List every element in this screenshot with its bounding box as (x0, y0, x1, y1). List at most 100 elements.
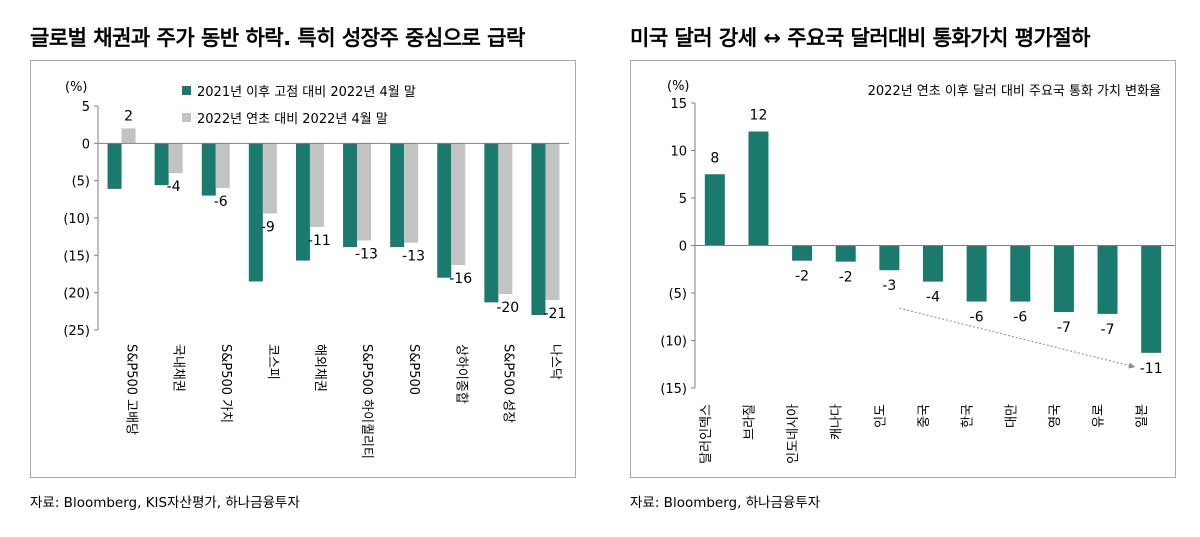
bar (792, 245, 813, 261)
bar-series1 (248, 143, 263, 282)
y-tick-label: 15 (670, 97, 687, 112)
left-panel-title: 글로벌 채권과 주가 동반 하락. 특히 성장주 중심으로 급락 (30, 26, 525, 50)
bar-series2 (545, 143, 560, 301)
bar-series1 (201, 143, 216, 196)
y-tick-label: 0 (82, 137, 90, 152)
y-tick-label: 10 (670, 145, 687, 160)
left-chart-frame: (%) 5 0 (5) (10) (15) (20) (25) 2 S&P500 고배당 -4 국내채… (30, 60, 576, 478)
category-label: 상하이종합 (453, 344, 468, 404)
currency-change-chart: (%) 2022년 연초 이후 달러 대비 주요국 통화 가치 변화율 15 10 5 0… (660, 79, 1175, 464)
bar-series1 (390, 143, 405, 248)
y-unit-label: (%) (667, 79, 690, 94)
category-label: S&P500 가치 (218, 344, 233, 423)
data-label: -7 (1101, 322, 1115, 338)
bar (1097, 245, 1118, 314)
y-tick-label: (15) (660, 382, 687, 397)
data-label: 2 (124, 108, 133, 124)
bar-series2 (215, 143, 230, 189)
data-label: -6 (214, 194, 228, 210)
y-tick-label: (5) (669, 287, 687, 302)
data-label: -3 (882, 278, 896, 294)
category-label: 해외채권 (312, 344, 327, 392)
legend-label-series2: 2022년 연초 대비 2022년 4월 말 (197, 112, 388, 127)
bar-series2 (262, 143, 277, 214)
data-label: -4 (167, 179, 181, 195)
bar-series1 (295, 143, 310, 261)
category-label: 캐나다 (830, 404, 845, 440)
bar-series2 (168, 143, 183, 174)
left-panel: 글로벌 채권과 주가 동반 하락. 특히 성장주 중심으로 급락 (%) 5 0 (5… (0, 0, 590, 537)
data-label: -6 (1013, 310, 1027, 326)
category-label: 한국 (961, 404, 976, 428)
bar (879, 245, 900, 271)
bar (923, 245, 943, 282)
bar-series2 (121, 128, 136, 144)
left-source-note: 자료: Bloomberg, KIS자산평가, 하나금융투자 (30, 495, 300, 511)
bar (966, 245, 987, 302)
data-label: -13 (355, 246, 378, 262)
y-tick-label: 0 (679, 240, 687, 255)
y-unit-label: (%) (65, 80, 88, 95)
data-label: -7 (1057, 320, 1071, 336)
category-label: S&P500 (406, 344, 421, 395)
data-label: -16 (449, 271, 472, 287)
trend-arrow-line (899, 307, 1136, 368)
data-label: -9 (261, 220, 275, 236)
y-tick-label: 5 (679, 192, 687, 207)
legend-swatch-series1 (182, 86, 191, 95)
category-label: 영국 (1048, 404, 1063, 428)
bar (1053, 245, 1074, 312)
bar-series1 (484, 143, 499, 303)
data-label: -11 (1140, 361, 1163, 377)
data-label: -2 (795, 269, 809, 285)
category-label: S&P500 하이퀄리티 (359, 344, 374, 459)
y-tick-label: (5) (72, 175, 90, 190)
data-label: -20 (496, 300, 519, 316)
bar-series1 (437, 143, 452, 278)
bar (704, 174, 725, 246)
bar-series2 (451, 143, 466, 266)
category-label: S&P500 고배당 (124, 344, 139, 435)
data-label: -11 (308, 233, 331, 249)
category-label: 코스피 (265, 344, 280, 380)
bar-series2 (404, 143, 419, 243)
category-label: 일본 (1135, 404, 1150, 428)
category-label: S&P500 성장 (500, 344, 515, 423)
category-label: 중국 (917, 404, 932, 428)
category-label: 인도네시아 (786, 404, 801, 464)
trend-arrow-head (1128, 362, 1136, 369)
y-tick-label: (25) (63, 324, 90, 339)
y-tick-label: (10) (63, 212, 90, 227)
category-label: 대만 (1004, 404, 1019, 428)
category-label: 브라질 (742, 404, 757, 440)
category-label: 국내채권 (171, 344, 186, 392)
data-label: -4 (926, 290, 940, 306)
bar (835, 245, 856, 262)
bar (1010, 245, 1031, 302)
y-tick-label: (15) (63, 249, 90, 264)
right-panel: 미국 달러 강세 ↔ 주요국 달러대비 통화가치 평가절하 (%) 2022년 연… (620, 0, 1200, 537)
bond-stock-decline-chart: (%) 5 0 (5) (10) (15) (20) (25) 2 S&P500 고배당 -4 국내채… (63, 80, 569, 459)
y-tick-label: (10) (660, 335, 687, 350)
right-chart-frame: (%) 2022년 연초 이후 달러 대비 주요국 통화 가치 변화율 15 10 5 0… (630, 60, 1176, 478)
bar-series2 (357, 143, 372, 241)
data-label: 12 (750, 108, 768, 124)
bar (748, 131, 769, 246)
data-label: -6 (970, 310, 984, 326)
bar-series2 (498, 143, 513, 295)
legend-label-series1: 2021년 이후 고점 대비 2022년 4월 말 (197, 85, 416, 100)
category-label: 달러인덱스 (699, 404, 714, 464)
bar-series1 (107, 143, 122, 189)
category-label: 나스닥 (547, 344, 562, 380)
category-label: 인도 (873, 404, 888, 428)
category-label: 유로 (1092, 404, 1107, 428)
data-label: -13 (402, 249, 425, 265)
y-tick-label: (20) (63, 287, 90, 302)
bar-series1 (531, 143, 546, 316)
right-source-note: 자료: Bloomberg, 하나금융투자 (630, 495, 821, 511)
chart-title: 2022년 연초 이후 달러 대비 주요국 통화 가치 변화율 (868, 84, 1161, 99)
bar-series1 (154, 143, 169, 186)
legend-swatch-series2 (182, 113, 191, 122)
y-tick-label: 5 (82, 100, 90, 115)
data-label: -21 (543, 306, 566, 322)
